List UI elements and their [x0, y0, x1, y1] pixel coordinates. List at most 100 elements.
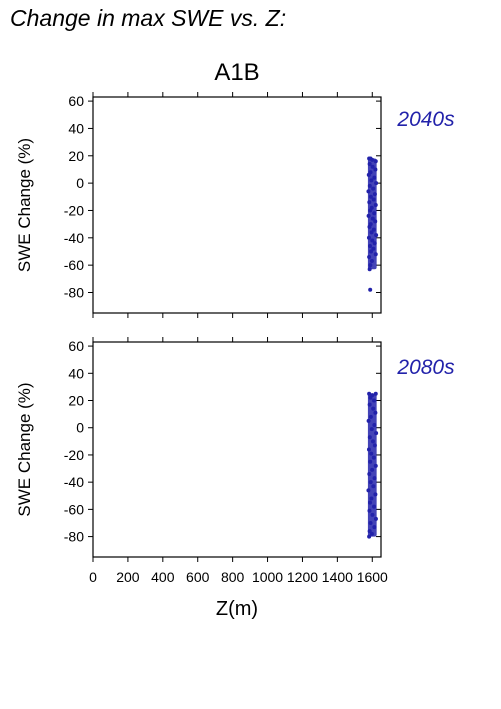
data-point	[372, 211, 377, 216]
x-tick-label: 800	[221, 569, 245, 585]
data-point	[371, 406, 376, 411]
data-point	[370, 467, 375, 472]
data-point	[366, 447, 371, 452]
data-point	[373, 516, 378, 521]
data-point	[368, 414, 373, 419]
data-point	[368, 194, 373, 199]
data-point	[366, 189, 371, 194]
data-point	[367, 534, 372, 539]
data-point	[374, 233, 379, 238]
data-point	[369, 531, 374, 536]
data-point	[369, 451, 374, 456]
data-point	[371, 484, 376, 489]
data-point	[370, 216, 375, 221]
y-tick-label: -40	[64, 230, 84, 246]
y-tick-label: 60	[68, 338, 84, 354]
data-point	[372, 192, 377, 197]
data-point	[368, 244, 373, 249]
data-point	[368, 500, 373, 505]
data-point	[368, 208, 373, 213]
scenario-label: A1B	[214, 59, 259, 86]
data-point	[366, 488, 371, 493]
data-point	[369, 259, 374, 264]
x-tick-label: 600	[186, 569, 210, 585]
data-point	[371, 246, 376, 251]
data-point	[372, 504, 377, 509]
panel-2040s: 60 40 20 0 -20 -40 -60 -80 SWE Change (%) 2040s	[15, 92, 455, 318]
data-point	[373, 203, 378, 207]
plot-frame	[92, 96, 382, 314]
data-point	[367, 471, 372, 476]
data-point	[370, 512, 375, 517]
period-label: 2040s	[396, 108, 455, 131]
x-tick-label: 1600	[357, 569, 388, 585]
x-tick-label: 1000	[252, 569, 283, 585]
data-point	[373, 492, 378, 497]
data-point	[371, 455, 376, 460]
data-point	[367, 529, 372, 534]
data-point	[367, 435, 372, 440]
data-point-outlier	[368, 287, 373, 292]
data-point	[366, 235, 371, 240]
data-point	[368, 263, 373, 268]
x-tick-label: 200	[116, 569, 140, 585]
y-axis-label: SWE Change (%)	[15, 138, 34, 272]
data-point	[372, 443, 377, 448]
data-point	[374, 181, 379, 186]
x-axis-label: Z(m)	[216, 598, 258, 620]
data-point	[367, 183, 372, 188]
data-point	[373, 410, 378, 415]
data-point	[370, 439, 375, 444]
x-tick-label: 400	[151, 569, 175, 585]
data-point	[372, 241, 377, 246]
data-point	[373, 391, 378, 396]
data-point	[367, 391, 372, 396]
data-point	[374, 431, 379, 436]
data-point	[369, 496, 374, 501]
data-point	[371, 186, 376, 191]
data-point	[368, 459, 373, 464]
data-point	[366, 172, 371, 177]
y-tick-label: -60	[64, 501, 84, 517]
y-tick-label: 20	[68, 393, 84, 409]
plot-frame	[92, 341, 382, 558]
x-tick-label: 1200	[287, 569, 318, 585]
y-tick-label: -80	[64, 284, 84, 300]
y-tick-label: 20	[68, 148, 84, 164]
y-tick-label: 40	[68, 365, 84, 381]
data-point	[367, 508, 372, 513]
y-tick-label: 60	[68, 93, 84, 109]
data-point	[372, 398, 377, 403]
data-point	[372, 476, 377, 481]
data-point	[368, 395, 373, 400]
y-tick-label: -80	[64, 529, 84, 545]
data-point	[373, 167, 378, 172]
data-point	[370, 238, 375, 243]
data-point	[373, 252, 378, 257]
y-tick-label: -60	[64, 257, 84, 273]
data-point	[369, 230, 374, 235]
data-point	[368, 520, 373, 525]
data-point	[372, 423, 377, 428]
data-point	[369, 427, 374, 432]
data-point	[370, 157, 375, 162]
data-point	[373, 219, 378, 224]
data-point	[367, 200, 372, 205]
y-tick-label: -40	[64, 474, 84, 490]
y-axis-label: SWE Change (%)	[15, 382, 34, 516]
figure-title: Change in max SWE vs. Z:	[10, 5, 286, 31]
y-tick-label: 40	[68, 120, 84, 136]
data-point	[373, 463, 378, 468]
data-point	[367, 161, 372, 166]
data-point	[373, 159, 378, 164]
x-tick-label: 0	[89, 569, 97, 585]
data-point	[369, 178, 374, 183]
data-point	[367, 402, 372, 407]
data-point	[367, 224, 372, 229]
data-point	[369, 249, 374, 254]
data-point	[372, 175, 377, 180]
y-tick-label: -20	[64, 202, 84, 218]
x-tick-label: 1400	[322, 569, 353, 585]
